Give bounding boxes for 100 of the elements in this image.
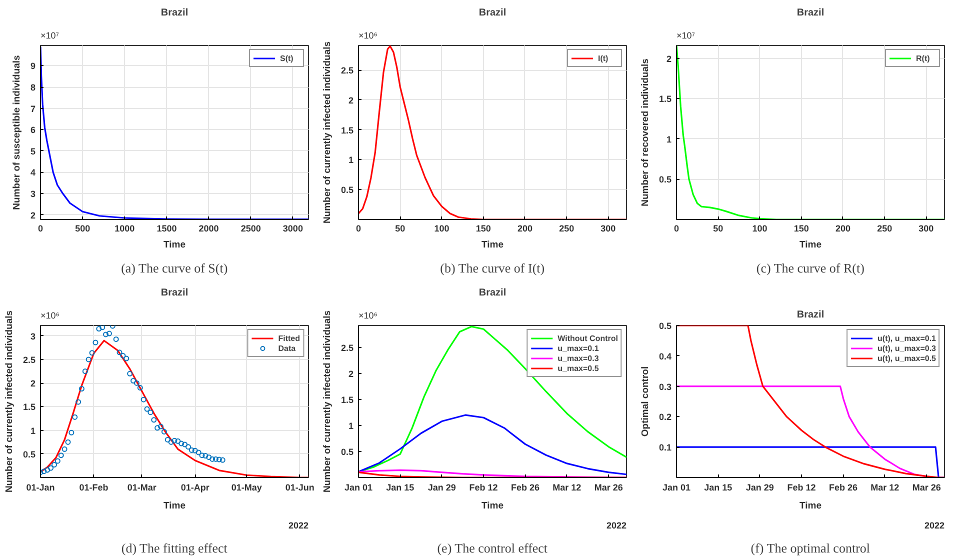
y-tick-label: 2 <box>30 378 36 389</box>
x-tick-label: Jan 01 <box>662 482 691 492</box>
x-axis-title: Time <box>164 500 186 512</box>
y-tick-label: 3 <box>30 189 36 200</box>
text: ×10⁶ <box>40 310 60 320</box>
x-axis-title: Time <box>482 500 504 512</box>
legend-label: Fitted <box>278 333 300 343</box>
y-tick-label: 2 <box>666 54 672 64</box>
chart-title: Brazil <box>796 310 824 320</box>
x-tick-label: Feb 26 <box>511 482 540 492</box>
y-tick-label: 2.5 <box>22 354 36 365</box>
x-tick-label: 01-Mar <box>127 482 157 492</box>
y-tick-label: 0.5 <box>658 321 672 331</box>
x-tick-label: 200 <box>835 224 850 234</box>
x-tick-label: Jan 29 <box>428 482 456 492</box>
x-tick-label: 0 <box>674 224 680 234</box>
y-tick-label: 0.5 <box>22 449 36 460</box>
text: (d) The fitting effect <box>121 540 228 556</box>
y-axis-title: Number of currently infected individuals <box>322 41 333 224</box>
y-tick-label: 5 <box>30 146 36 156</box>
y-axis-title: Optimal control <box>640 366 651 437</box>
x-tick-label: Feb 12 <box>787 482 816 492</box>
x-tick-label: 3000 <box>282 224 303 234</box>
y-tick-label: 1.5 <box>340 394 354 405</box>
text: ×10⁷ <box>676 30 696 40</box>
y-tick-label: 2 <box>30 210 36 220</box>
text: ×10⁷ <box>40 30 60 40</box>
x-tick-label: 0 <box>356 224 362 234</box>
x-tick-label: 01-Feb <box>79 482 109 492</box>
x-tick-label: 0 <box>38 224 44 234</box>
y-tick-label: 0.1 <box>658 442 672 453</box>
x-axis-title: Time <box>164 240 186 250</box>
text: ×10⁶ <box>358 30 378 40</box>
x-tick-label: 300 <box>918 224 934 234</box>
chart-title: Brazil <box>160 8 188 18</box>
y-tick-label: 1 <box>348 155 354 166</box>
text: ×10⁶ <box>358 310 378 320</box>
text: 2022 <box>606 520 627 530</box>
x-tick-label: Jan 15 <box>386 482 414 492</box>
y-tick-label: 8 <box>30 82 36 93</box>
x-tick-label: 250 <box>877 224 892 234</box>
x-tick-label: Mar 12 <box>870 482 900 492</box>
legend-label: R(t) <box>916 53 931 63</box>
y-axis-title: Number of recovered individuals <box>640 58 651 206</box>
x-tick-label: 150 <box>794 224 809 234</box>
y-tick-label: 7 <box>30 104 36 114</box>
y-tick-label: 1.5 <box>340 125 354 136</box>
x-tick-label: 2500 <box>240 224 261 234</box>
text: (a) The curve of S(t) <box>121 260 228 276</box>
y-axis-title: Number of currently infected individuals <box>322 310 333 493</box>
y-tick-label: 0.5 <box>658 174 672 185</box>
legend-label: u(t), u_max=0.5 <box>878 353 936 363</box>
y-tick-label: 6 <box>30 125 36 136</box>
y-axis-title: Number of susceptible individuals <box>11 55 22 210</box>
legend-label: Without Control <box>558 333 618 343</box>
chart-title: Brazil <box>796 8 824 18</box>
x-axis-title: Time <box>800 500 822 512</box>
text: 2022 <box>288 520 309 530</box>
y-tick-label: 2.5 <box>340 66 354 76</box>
text: (c) The curve of R(t) <box>756 260 864 276</box>
x-tick-label: 1500 <box>156 224 177 234</box>
x-tick-label: 01-Jan <box>26 482 55 492</box>
text: (e) The control effect <box>437 540 548 556</box>
x-tick-label: Jan 29 <box>746 482 774 492</box>
x-tick-label: 50 <box>395 224 406 234</box>
chart-title: Brazil <box>478 288 506 298</box>
legend-label: Data <box>278 343 297 353</box>
y-tick-label: 0.2 <box>658 412 672 422</box>
legend-label: u(t), u_max=0.1 <box>878 333 936 343</box>
x-tick-label: 300 <box>600 224 616 234</box>
y-tick-label: 9 <box>30 61 36 72</box>
y-tick-label: 0.3 <box>658 382 672 392</box>
y-tick-label: 0.5 <box>340 185 354 196</box>
y-tick-label: 3 <box>30 331 36 342</box>
legend-label: S(t) <box>280 53 294 63</box>
x-tick-label: 100 <box>434 224 450 234</box>
x-axis-title: Time <box>800 240 822 250</box>
legend-label: u(t), u_max=0.3 <box>878 343 936 353</box>
y-tick-label: 2 <box>348 368 354 379</box>
text: 2022 <box>924 520 945 530</box>
x-tick-label: 2000 <box>198 224 219 234</box>
x-tick-label: 1000 <box>114 224 135 234</box>
y-tick-label: 0.4 <box>658 351 672 362</box>
x-tick-label: 50 <box>713 224 724 234</box>
y-tick-label: 1.5 <box>658 94 672 104</box>
x-tick-label: Mar 12 <box>552 482 582 492</box>
chart-title: Brazil <box>160 288 188 298</box>
x-tick-label: Feb 12 <box>469 482 498 492</box>
y-tick-label: 2.5 <box>340 342 354 353</box>
y-axis-title: Number of currently infected individuals <box>4 310 15 493</box>
x-axis-title: Time <box>482 240 504 250</box>
x-tick-label: 250 <box>559 224 574 234</box>
y-tick-label: 2 <box>348 95 354 106</box>
y-tick-label: 1.5 <box>22 402 36 412</box>
legend-label: u_max=0.3 <box>558 353 599 363</box>
x-tick-label: 01-May <box>231 482 262 492</box>
x-tick-label: 100 <box>752 224 768 234</box>
legend-label: u_max=0.1 <box>558 343 599 353</box>
x-tick-label: Mar 26 <box>912 482 941 492</box>
text: (b) The curve of I(t) <box>440 260 545 276</box>
